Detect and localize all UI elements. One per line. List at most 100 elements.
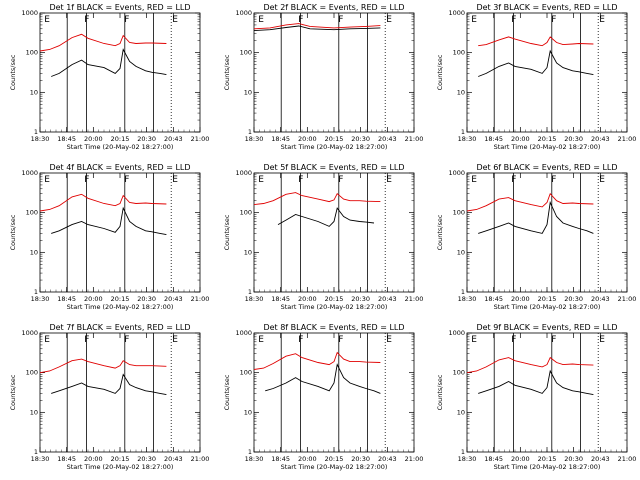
y-tick-label: 100	[26, 209, 38, 217]
y-axis-label: Counts/sec	[223, 374, 231, 410]
y-tick-label: 1000	[448, 9, 465, 17]
x-tick-label: 20:00	[511, 295, 530, 303]
y-axis-label: Counts/sec	[9, 214, 17, 250]
plot-frame	[253, 12, 415, 133]
x-tick-label: 20:15	[111, 295, 130, 303]
interval-marker: E	[172, 335, 178, 345]
x-axis-label: Start Time (20-May-02 18:27:00)	[67, 303, 174, 311]
x-tick-label: 20:30	[351, 455, 370, 463]
events-series-line	[51, 48, 167, 77]
y-tick-label: 100	[453, 209, 465, 217]
y-tick-label: 1	[461, 288, 465, 296]
x-tick-label: 18:45	[484, 295, 503, 303]
y-tick-label: 1000	[235, 329, 252, 337]
x-tick-label: 18:45	[57, 135, 76, 143]
x-tick-label: 18:30	[458, 135, 477, 143]
x-tick-label: 18:45	[57, 455, 76, 463]
y-tick-label: 10	[244, 248, 252, 256]
plot-title: Det 7f BLACK = Events, RED = LLD	[49, 323, 190, 332]
x-axis-label: Start Time (20-May-02 18:27:00)	[67, 463, 174, 471]
y-tick-label: 10	[244, 408, 252, 416]
y-axis-label: Counts/sec	[436, 214, 444, 250]
plot-frame	[39, 172, 201, 293]
x-tick-label: 21:00	[405, 455, 424, 463]
lld-series-line	[466, 192, 594, 212]
interval-marker: E	[172, 15, 178, 25]
y-tick-label: 1000	[448, 329, 465, 337]
interval-marker: E	[471, 175, 477, 185]
y-axis-label: Counts/sec	[436, 54, 444, 90]
interval-marker: E	[44, 15, 50, 25]
interval-marker: F	[84, 175, 89, 185]
plot-frame	[39, 12, 201, 133]
x-tick-label: 20:43	[378, 295, 397, 303]
y-axis-label: Counts/sec	[9, 54, 17, 90]
x-tick-label: 18:30	[245, 135, 264, 143]
y-tick-label: 100	[240, 369, 252, 377]
x-tick-label: 21:00	[191, 295, 210, 303]
x-tick-label: 20:30	[137, 135, 156, 143]
x-tick-label: 20:30	[137, 455, 156, 463]
x-tick-label: 20:00	[298, 295, 317, 303]
plot-title: Det 8f BLACK = Events, RED = LLD	[263, 323, 404, 332]
interval-marker: E	[258, 15, 264, 25]
interval-marker: F	[298, 15, 303, 25]
interval-marker: E	[471, 15, 477, 25]
lld-series-line	[39, 33, 167, 52]
interval-marker: F	[338, 335, 343, 345]
y-tick-label: 1	[34, 288, 38, 296]
interval-marker: F	[338, 15, 343, 25]
x-axis-label: Start Time (20-May-02 18:27:00)	[67, 143, 174, 151]
x-tick-label: 18:45	[271, 455, 290, 463]
detector-plot: Det 6f BLACK = Events, RED = LLD 1 10 100 10…	[436, 163, 636, 311]
x-tick-label: 20:15	[111, 455, 130, 463]
x-tick-label: 20:43	[164, 135, 183, 143]
y-tick-label: 100	[240, 209, 252, 217]
x-tick-label: 21:00	[405, 295, 424, 303]
y-tick-label: 10	[244, 88, 252, 96]
x-tick-label: 20:00	[511, 135, 530, 143]
interval-marker: F	[511, 335, 516, 345]
detector-plot: Det 9f BLACK = Events, RED = LLD 1 10 100 10…	[436, 323, 636, 471]
events-series-line	[478, 49, 594, 77]
y-tick-label: 1000	[21, 9, 38, 17]
lld-series-line	[253, 192, 381, 206]
x-tick-label: 21:00	[618, 295, 637, 303]
x-tick-label: 18:45	[271, 135, 290, 143]
x-tick-label: 18:30	[458, 455, 477, 463]
plot-frame	[466, 12, 628, 133]
x-tick-label: 20:30	[137, 295, 156, 303]
y-tick-label: 1000	[235, 9, 252, 17]
events-series-line	[478, 200, 594, 234]
interval-marker: E	[172, 175, 178, 185]
y-tick-label: 100	[26, 369, 38, 377]
lld-series-line	[39, 193, 167, 212]
x-tick-label: 20:43	[591, 135, 610, 143]
y-tick-label: 10	[457, 88, 465, 96]
x-axis-label: Start Time (20-May-02 18:27:00)	[494, 463, 601, 471]
plot-frame	[39, 332, 201, 453]
interval-marker: F	[84, 15, 89, 25]
y-tick-label: 10	[457, 248, 465, 256]
x-tick-label: 20:43	[164, 295, 183, 303]
plot-frame	[253, 332, 415, 453]
x-tick-label: 20:15	[538, 135, 557, 143]
x-tick-label: 20:15	[325, 135, 344, 143]
interval-marker: F	[551, 175, 556, 185]
detector-plot: Det 7f BLACK = Events, RED = LLD 1 10 100 10…	[9, 323, 209, 471]
y-axis-label: Counts/sec	[223, 214, 231, 250]
events-series-line	[51, 373, 167, 396]
y-tick-label: 1	[461, 448, 465, 456]
events-series-line	[478, 369, 594, 396]
interval-marker: F	[338, 175, 343, 185]
lld-series-line	[253, 351, 381, 370]
x-tick-label: 20:43	[591, 455, 610, 463]
y-tick-label: 100	[453, 369, 465, 377]
x-tick-label: 21:00	[405, 135, 424, 143]
interval-marker: F	[298, 335, 303, 345]
plot-title: Det 5f BLACK = Events, RED = LLD	[263, 163, 404, 172]
events-series-line	[265, 363, 381, 394]
x-tick-label: 20:00	[298, 135, 317, 143]
events-series-line	[277, 207, 375, 227]
